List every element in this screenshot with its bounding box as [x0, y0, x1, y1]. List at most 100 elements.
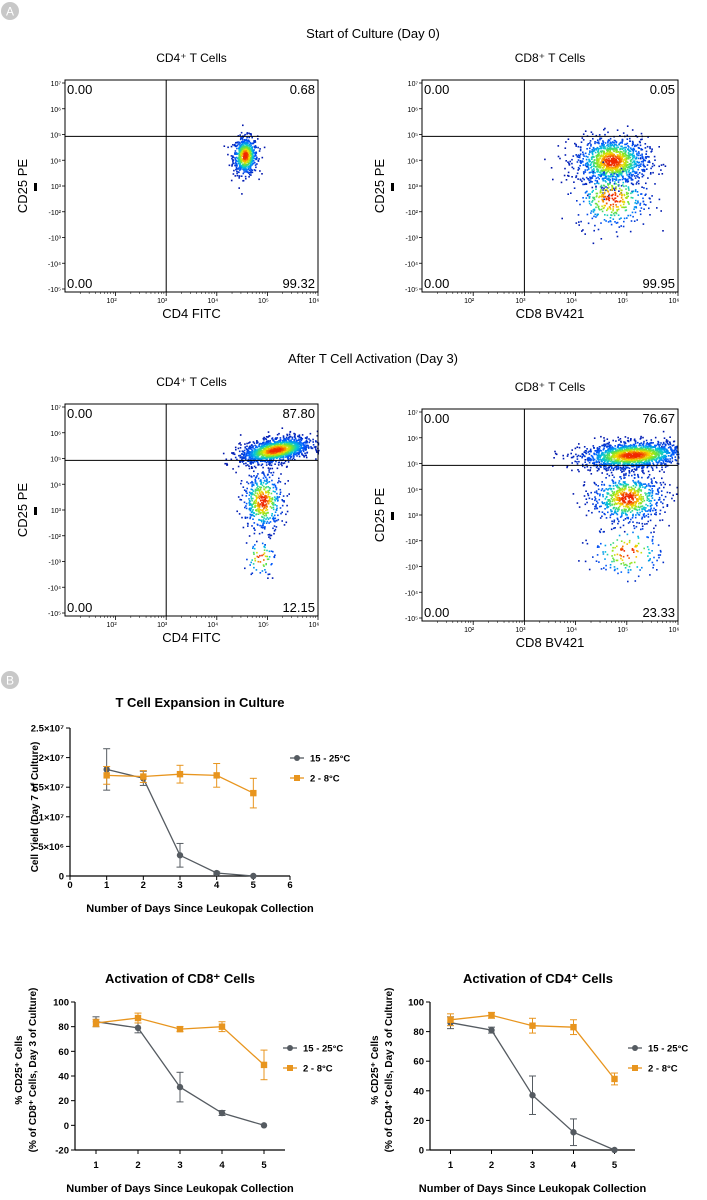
flow-event-dot [291, 441, 294, 443]
flow-event-dot [637, 201, 639, 204]
flow-event-dot [591, 153, 594, 156]
flow-event-dot [592, 242, 595, 245]
flow-event-dot [245, 166, 247, 169]
flow-event-dot [240, 158, 242, 161]
flow-event-dot [235, 163, 238, 165]
flow-event-dot [621, 201, 624, 203]
flow-event-dot [615, 200, 618, 202]
flow-event-dot [255, 453, 258, 455]
flow-event-dot [249, 169, 251, 171]
flow-event-dot [250, 482, 252, 484]
flow-event-dot [606, 149, 608, 152]
flow-event-dot [633, 175, 636, 177]
flow-event-dot [623, 217, 626, 220]
flow-event-dot [259, 508, 262, 511]
flow-event-dot [643, 203, 645, 206]
flow-event-dot [287, 436, 290, 439]
flow-event-dot [576, 455, 579, 458]
flow-event-dot [608, 163, 611, 165]
flow-event-dot [270, 452, 273, 454]
flow-event-dot [251, 467, 253, 469]
flow-event-dot [261, 497, 263, 499]
flow-event-dot [635, 202, 638, 205]
flow-event-dot [271, 502, 273, 505]
flow-event-dot [244, 143, 247, 146]
flow-event-dot [619, 179, 621, 181]
flow-event-dot [259, 511, 262, 514]
flow-event-dot [258, 490, 261, 493]
flow-event-dot [250, 511, 253, 514]
flow-event-dot [272, 516, 275, 519]
flow-event-dot [645, 157, 647, 160]
flow-event-dot [246, 487, 248, 490]
flow-event-dot [629, 167, 631, 170]
flow-event-dot [623, 161, 626, 164]
flow-event-dot [299, 448, 302, 451]
flow-event-dot [283, 500, 285, 502]
flow-event-dot [262, 457, 265, 459]
flow-event-dot [585, 182, 587, 185]
flow-event-dot [602, 152, 605, 154]
flow-event-dot [671, 448, 673, 451]
flow-event-dot [577, 178, 579, 180]
flow-event-dot [242, 155, 245, 158]
flow-event-dot [250, 174, 252, 176]
flow-event-dot [649, 173, 652, 175]
flow-event-dot [250, 476, 253, 478]
flow-event-dot [248, 491, 251, 494]
flow-event-dot [247, 142, 249, 145]
x-tick-label: 10⁵ [258, 298, 269, 305]
flow-event-dot [571, 166, 574, 169]
flow-event-dot [600, 208, 603, 211]
flow-event-dot [622, 169, 624, 171]
flow-event-dot [630, 177, 632, 179]
flow-event-dot [283, 524, 286, 526]
flow-event-dot [626, 181, 629, 183]
flow-event-dot [240, 143, 243, 146]
flow-event-dot [612, 148, 615, 151]
flow-event-dot [599, 191, 602, 194]
flow-event-dot [660, 463, 662, 466]
flow-event-dot [254, 529, 256, 531]
flow-event-dot [263, 514, 266, 517]
flow-event-dot [288, 442, 291, 444]
flow-event-dot [273, 483, 276, 486]
flow-event-dot [645, 444, 647, 447]
flow-event-dot [592, 209, 595, 211]
flow-event-dot [273, 556, 275, 558]
flow-event-dot [602, 194, 605, 196]
flow-event-dot [268, 469, 270, 471]
flow-event-dot [606, 152, 609, 155]
flow-event-dot [664, 165, 667, 167]
flow-event-dot [268, 476, 271, 479]
flow-event-dot [281, 427, 284, 429]
flow-event-dot [579, 160, 582, 162]
flow-event-dot [587, 156, 589, 158]
flow-event-dot [247, 165, 250, 168]
flow-event-dot [605, 189, 607, 192]
flow-event-dot [251, 480, 253, 483]
flow-event-dot [608, 197, 611, 200]
flow-event-dot [603, 187, 605, 189]
flow-event-dot [631, 153, 634, 155]
flow-event-dot [255, 494, 257, 497]
flow-event-dot [251, 160, 254, 163]
flow-event-dot [631, 161, 634, 164]
flow-event-dot [289, 449, 292, 452]
flow-event-dot [254, 504, 256, 507]
flow-event-dot [596, 162, 598, 164]
flow-event-dot [635, 199, 637, 202]
flow-event-dot [236, 152, 239, 155]
flow-event-dot [281, 439, 284, 442]
flow-event-dot [674, 452, 677, 454]
flow-event-dot [266, 497, 268, 499]
flow-event-dot [572, 155, 575, 157]
flow-event-dot [222, 452, 225, 455]
flow-event-dot [617, 175, 620, 177]
flow-event-dot [286, 434, 289, 437]
flow-event-dot [590, 204, 592, 206]
flow-event-dot [270, 464, 273, 467]
flow-event-dot [595, 148, 597, 150]
flow-event-dot [609, 178, 611, 181]
flow-event-dot [672, 444, 675, 446]
